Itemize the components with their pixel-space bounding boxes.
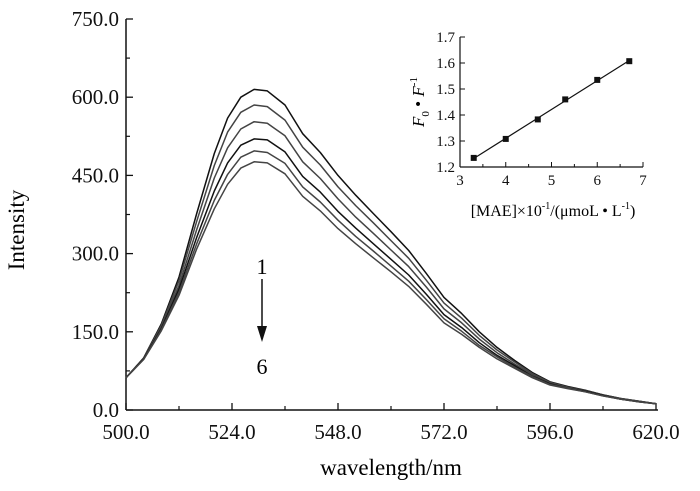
x-tick-label: 548.0: [314, 420, 361, 444]
y-tick-label: 450.0: [72, 163, 119, 187]
inset-data-point: [502, 135, 509, 142]
y-tick-label: 150.0: [72, 320, 119, 344]
x-tick-label: 620.0: [632, 420, 679, 444]
spectrum-line-5: [125, 150, 657, 405]
spectrum-line-6: [125, 161, 657, 405]
y-tick-label: 600.0: [72, 85, 119, 109]
annotation-end-label: 6: [257, 354, 268, 379]
annotation-arrow: [257, 279, 267, 342]
x-tick-label: 524.0: [208, 420, 255, 444]
x-tick-label: 500.0: [102, 420, 149, 444]
y-tick-label: 300.0: [72, 242, 119, 266]
inset-x-tick-label: 5: [548, 173, 556, 189]
inset-data-point: [626, 58, 633, 65]
inset-x-tick-label: 6: [594, 173, 602, 189]
inset-x-axis-label: [MAE]×10-1/(μmoL • L-1): [471, 201, 636, 220]
inset-data-point: [534, 116, 541, 123]
inset-x-tick-label: 4: [502, 173, 510, 189]
inset-y-tick-label: 1.2: [436, 160, 455, 176]
inset-data-point: [470, 154, 477, 161]
spectrum-line-1: [125, 88, 657, 405]
inset-data-point: [594, 76, 601, 83]
inset-y-tick-label: 1.3: [436, 134, 455, 150]
inset-data-point: [562, 96, 569, 103]
spectrum-line-3: [125, 120, 657, 405]
y-tick-label: 750.0: [72, 7, 119, 31]
x-tick-label: 572.0: [420, 420, 467, 444]
inset-fit-line: [473, 59, 630, 159]
inset-y-tick-label: 1.6: [436, 56, 455, 72]
spectrum-line-2: [125, 104, 657, 405]
inset-y-tick-label: 1.7: [436, 30, 455, 46]
inset-y-axis-label: F0 • F-1: [408, 77, 432, 128]
inset-y-tick-label: 1.5: [436, 82, 455, 98]
annotation-start-label: 1: [257, 254, 268, 279]
x-tick-label: 596.0: [526, 420, 573, 444]
inset-y-tick-label: 1.4: [436, 108, 455, 124]
inset-plot: 1.2 1.3 1.4 1.5 1.6 1.7 3 4 5 6 7: [436, 30, 647, 189]
inset-x-tick-label: 7: [639, 173, 647, 189]
y-tick-label: 0.0: [93, 398, 119, 422]
x-axis-label: wavelength/nm: [320, 455, 462, 480]
inset-x-tick-label: 3: [456, 173, 464, 189]
y-axis-label: Intensity: [4, 189, 29, 270]
